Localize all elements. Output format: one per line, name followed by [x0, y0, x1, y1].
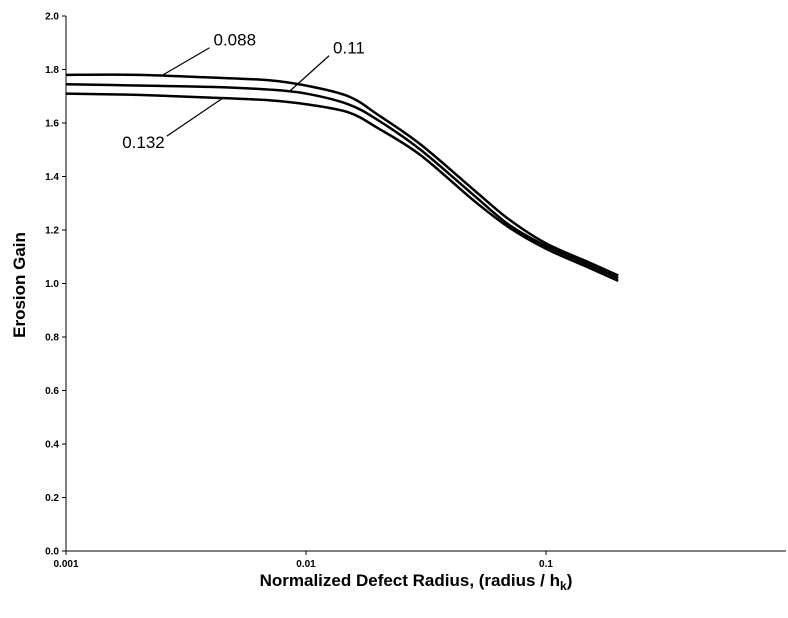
series-layer — [65, 73, 619, 282]
y-axis-title: Erosion Gain — [10, 232, 29, 338]
annotation-leader-line — [288, 55, 330, 93]
series-line — [65, 92, 619, 282]
x-axis-title-main: Normalized Defect Radius, (radius / h — [260, 571, 560, 590]
annotation-label: 0.088 — [214, 31, 257, 50]
annotation-leader-line — [166, 97, 224, 137]
x-axis-title-end: ) — [567, 571, 573, 590]
annotation-label: 0.132 — [122, 133, 165, 152]
x-tick-label: 0.1 — [539, 559, 553, 570]
axes: 0.0 0.2 0.4 0.6 0.8 1.0 1.2 1.4 1.6 1.8 2.0 0.001 0.… — [45, 12, 786, 570]
annotation-label: 0.11 — [333, 39, 365, 58]
annotation-layer: 0.088 0.11 0.132 — [122, 31, 365, 152]
y-tick-label: 1.4 — [45, 172, 59, 183]
y-tick-label: 1.0 — [45, 279, 59, 290]
x-axis-title: Normalized Defect Radius, (radius / hk) — [260, 571, 573, 593]
x-tick-label: 0.01 — [296, 559, 316, 570]
y-tick-label: 0.8 — [45, 333, 59, 344]
series-line — [65, 73, 619, 277]
y-tick-label: 2.0 — [45, 12, 59, 23]
x-tick-label: 0.001 — [53, 559, 78, 570]
x-axis-title-subscript: k — [560, 579, 567, 593]
y-tick-label: 1.8 — [45, 65, 59, 76]
series-line — [65, 82, 619, 280]
annotation-leader-line — [161, 47, 210, 77]
y-tick-label: 1.6 — [45, 119, 59, 130]
y-tick-label: 0.2 — [45, 493, 59, 504]
y-tick-label: 0.6 — [45, 386, 59, 397]
y-tick-label: 0.4 — [45, 440, 59, 451]
y-tick-label: 0.0 — [45, 547, 59, 558]
y-tick-label: 1.2 — [45, 226, 59, 237]
